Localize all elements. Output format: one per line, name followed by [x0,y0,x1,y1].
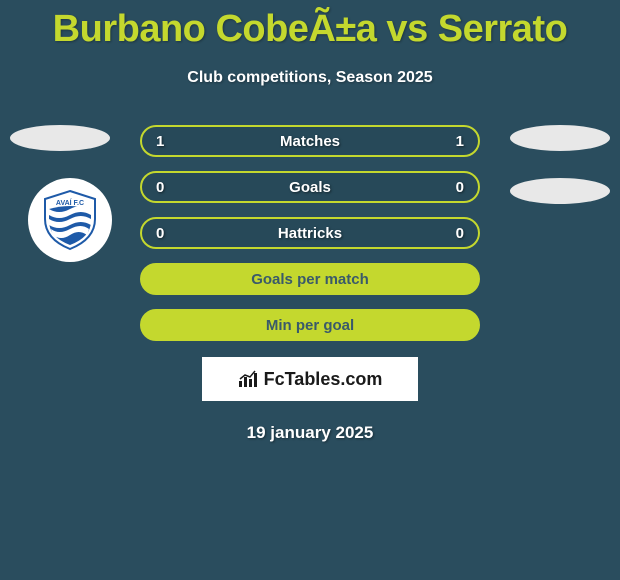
stat-label: Goals [289,179,331,196]
stat-row-hattricks: 0 Hattricks 0 [140,217,480,249]
stat-row-goals-per-match: Goals per match [140,263,480,295]
stat-row-min-per-goal: Min per goal [140,309,480,341]
stat-right-value: 0 [456,225,464,242]
stat-left-value: 0 [156,225,164,242]
date-label: 19 january 2025 [0,423,620,443]
stat-label: Goals per match [251,271,369,288]
page-title: Burbano CobeÃ±a vs Serrato [0,0,620,51]
stat-label: Min per goal [266,317,354,334]
brand-text: FcTables.com [264,369,383,390]
bar-chart-icon [238,370,260,388]
stat-right-value: 0 [456,179,464,196]
stat-row-matches: 1 Matches 1 [140,125,480,157]
brand-box: FcTables.com [202,357,418,401]
brand-label: FcTables.com [238,369,383,390]
stats-container: 1 Matches 1 0 Goals 0 0 Hattricks 0 Goal… [0,125,620,341]
stat-row-goals: 0 Goals 0 [140,171,480,203]
page-subtitle: Club competitions, Season 2025 [0,69,620,87]
stat-left-value: 1 [156,133,164,150]
stat-label: Matches [280,133,340,150]
stat-right-value: 1 [456,133,464,150]
stat-label: Hattricks [278,225,342,242]
stat-left-value: 0 [156,179,164,196]
